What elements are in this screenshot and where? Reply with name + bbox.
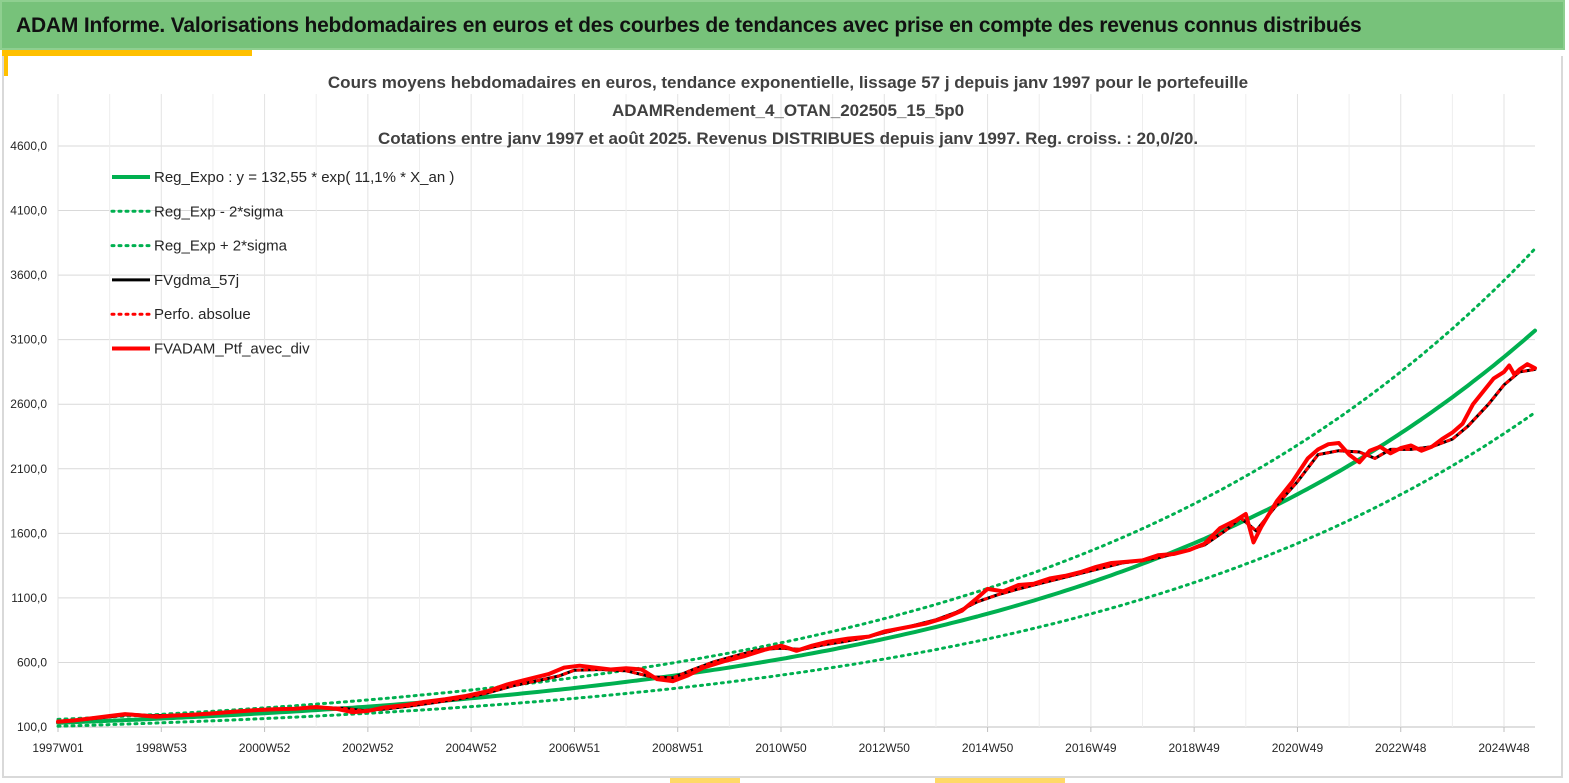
series-line-regression_low: [56, 411, 1537, 728]
x-tick-label: 2006W51: [549, 741, 601, 755]
x-tick-label: 2014W50: [962, 741, 1014, 755]
x-tick-label: 1998W53: [136, 741, 188, 755]
x-axis: 1997W01 1998W53 2000W52 2002W52 2004W52 2006W…: [32, 727, 1530, 755]
accent-bar-left: [2, 50, 8, 76]
banner-title: ADAM Informe. Valorisations hebdomadaire…: [16, 14, 1362, 37]
x-tick-label: 2018W49: [1168, 741, 1220, 755]
y-tick-label: 600,0: [17, 655, 47, 669]
x-tick-label: 2016W49: [1065, 741, 1117, 755]
y-tick-label: 2600,0: [10, 397, 47, 411]
accent-bar-bottom-2: [935, 778, 1065, 783]
legend-label: Reg_Exp - 2*sigma: [154, 203, 284, 220]
y-tick-label: 100,0: [17, 720, 47, 734]
accent-bar-bottom-1: [670, 778, 740, 783]
chart-title-line-3: Cotations entre janv 1997 et août 2025. …: [378, 129, 1198, 148]
x-tick-label: 2020W49: [1272, 741, 1324, 755]
y-tick-label: 3100,0: [10, 333, 47, 347]
y-tick-label: 4600,0: [10, 139, 47, 153]
y-tick-label: 4100,0: [10, 204, 47, 218]
x-tick-label: 2000W52: [239, 741, 291, 755]
series-line-data: [56, 367, 1537, 723]
chart-frame: [2, 56, 1563, 778]
accent-bar-top: [2, 50, 252, 56]
x-tick-label: 1997W01: [32, 741, 84, 755]
chart-title-line-2: ADAMRendement_4_OTAN_202505_15_5p0: [612, 101, 964, 120]
legend-label: FVADAM_Ptf_avec_div: [154, 341, 310, 358]
title-banner: ADAM Informe. Valorisations hebdomadaire…: [0, 0, 1565, 50]
x-tick-label: 2002W52: [342, 741, 394, 755]
x-tick-label: 2004W52: [445, 741, 497, 755]
chart-title: Cours moyens hebdomadaires en euros, ten…: [328, 73, 1248, 148]
series-line-regression_high: [56, 247, 1537, 721]
legend-label: Perfo. absolue: [154, 306, 251, 323]
chart-title-line-1: Cours moyens hebdomadaires en euros, ten…: [328, 73, 1248, 92]
x-tick-label: 2010W50: [755, 741, 807, 755]
legend: Reg_Expo : y = 132,55 * exp( 11,1% * X_a…: [110, 169, 454, 358]
series-line-regression: [56, 328, 1537, 725]
gridlines: [57, 94, 1535, 728]
series-line-data: [56, 367, 1537, 723]
y-tick-label: 1600,0: [10, 526, 47, 540]
x-tick-label: 2024W48: [1478, 741, 1530, 755]
legend-label: Reg_Exp + 2*sigma: [154, 238, 288, 255]
y-tick-label: 3600,0: [10, 268, 47, 282]
series: [56, 247, 1537, 728]
x-tick-label: 2022W48: [1375, 741, 1427, 755]
legend-label: FVgdma_57j: [154, 272, 239, 289]
y-axis: 100,0 600,0 1100,0 1600,0 2100,0 2600,0 3100,0…: [10, 139, 47, 734]
x-tick-label: 2008W51: [652, 741, 704, 755]
x-tick-label: 2012W50: [859, 741, 911, 755]
legend-label: Reg_Expo : y = 132,55 * exp( 11,1% * X_a…: [154, 169, 454, 186]
series-line-data: [56, 362, 1537, 724]
y-tick-label: 1100,0: [11, 591, 47, 605]
y-tick-label: 2100,0: [10, 462, 47, 476]
